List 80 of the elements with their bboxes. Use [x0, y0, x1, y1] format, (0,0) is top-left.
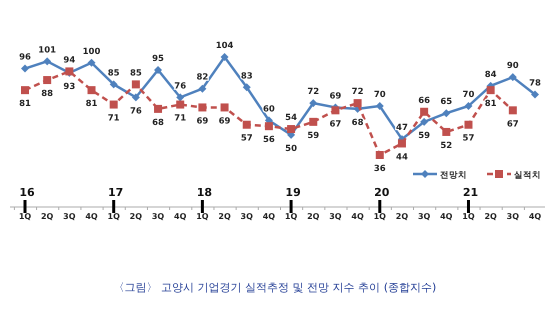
data-label: 90: [506, 61, 519, 72]
text: 16: [19, 186, 35, 199]
data-label: 81: [19, 99, 31, 110]
data-label: 84: [484, 70, 497, 80]
text: 20: [374, 186, 390, 199]
data-label: 65: [440, 97, 452, 108]
x-tick-label: 3Q: [506, 212, 520, 221]
data-label: 78: [529, 78, 541, 88]
x-tick-label: 4Q: [351, 212, 364, 221]
x-tick-label: 4Q: [262, 212, 276, 221]
text: 18: [196, 186, 212, 199]
x-tick-label: 2Q: [218, 212, 231, 221]
data-label: 67: [330, 119, 342, 130]
data-label: 70: [462, 90, 474, 100]
data-label: 69: [196, 116, 208, 126]
data-label: 36: [374, 164, 386, 174]
data-label: 44: [396, 152, 408, 162]
text: 〈그림〉 고양시 기업경기 실적추정 및 전망 지수 추이 (종합지수): [114, 281, 436, 294]
data-label: 56: [262, 135, 275, 146]
data-label: 69: [330, 91, 342, 102]
data-label: 104: [216, 41, 234, 51]
data-label: 76: [174, 81, 186, 92]
legend-label: 실적치: [514, 170, 541, 180]
data-label: 85: [130, 68, 142, 78]
text: 17: [108, 186, 124, 199]
data-label: 94: [63, 55, 76, 66]
x-tick-label: 1Q: [374, 212, 386, 221]
data-label: 68: [352, 118, 364, 128]
x-tick-label: 1Q: [18, 212, 32, 221]
text: 21: [462, 186, 478, 199]
x-tick-label: 3Q: [240, 212, 254, 221]
x-tick-label: 2Q: [130, 212, 142, 221]
data-label: 47: [396, 123, 408, 134]
data-label: 100: [82, 46, 100, 57]
data-label: 59: [418, 130, 430, 141]
x-tick-label: 2Q: [396, 212, 408, 221]
data-label: 76: [130, 106, 142, 116]
data-label: 85: [108, 68, 120, 78]
data-label: 66: [418, 96, 430, 106]
data-label: 81: [484, 99, 497, 110]
data-label: 57: [240, 134, 253, 144]
data-label: 71: [108, 114, 120, 124]
x-tick-label: 4Q: [528, 212, 542, 221]
data-label: 69: [218, 116, 231, 126]
data-label: 88: [41, 89, 54, 100]
x-tick-label: 3Q: [63, 212, 76, 221]
x-tick-label: 2Q: [307, 212, 320, 221]
data-label: 70: [374, 90, 386, 100]
data-label: 54: [285, 113, 298, 124]
data-label: 52: [440, 140, 452, 151]
x-tick-label: 1Q: [196, 212, 209, 221]
data-label: 50: [285, 144, 298, 154]
x-tick-label: 4Q: [440, 212, 453, 221]
x-tick-label: 4Q: [174, 212, 187, 221]
x-tick-label: 3Q: [152, 212, 164, 221]
data-label: 96: [19, 52, 31, 63]
data-label: 71: [174, 114, 186, 124]
data-label: 67: [506, 119, 519, 130]
data-label: 72: [307, 87, 320, 98]
data-label: 95: [152, 54, 164, 64]
x-tick-label: 3Q: [418, 212, 431, 221]
x-tick-label: 1Q: [462, 212, 475, 221]
data-label: 83: [240, 71, 253, 82]
data-label: 60: [262, 104, 275, 114]
data-label: 81: [86, 99, 98, 110]
x-tick-label: 2Q: [40, 212, 54, 221]
text: 19: [285, 186, 301, 199]
x-tick-label: 4Q: [85, 212, 98, 221]
data-label: 68: [152, 118, 164, 128]
data-label: 101: [38, 45, 56, 56]
data-label: 93: [63, 82, 76, 92]
x-tick-label: 1Q: [108, 212, 120, 221]
x-tick-label: 1Q: [284, 212, 298, 221]
data-label: 57: [462, 134, 474, 144]
legend-label: 전망치: [440, 170, 467, 180]
data-label: 59: [307, 130, 320, 141]
x-tick-label: 3Q: [329, 212, 342, 221]
data-label: 82: [196, 72, 208, 83]
data-label: 72: [352, 87, 364, 98]
x-tick-label: 2Q: [484, 212, 498, 221]
